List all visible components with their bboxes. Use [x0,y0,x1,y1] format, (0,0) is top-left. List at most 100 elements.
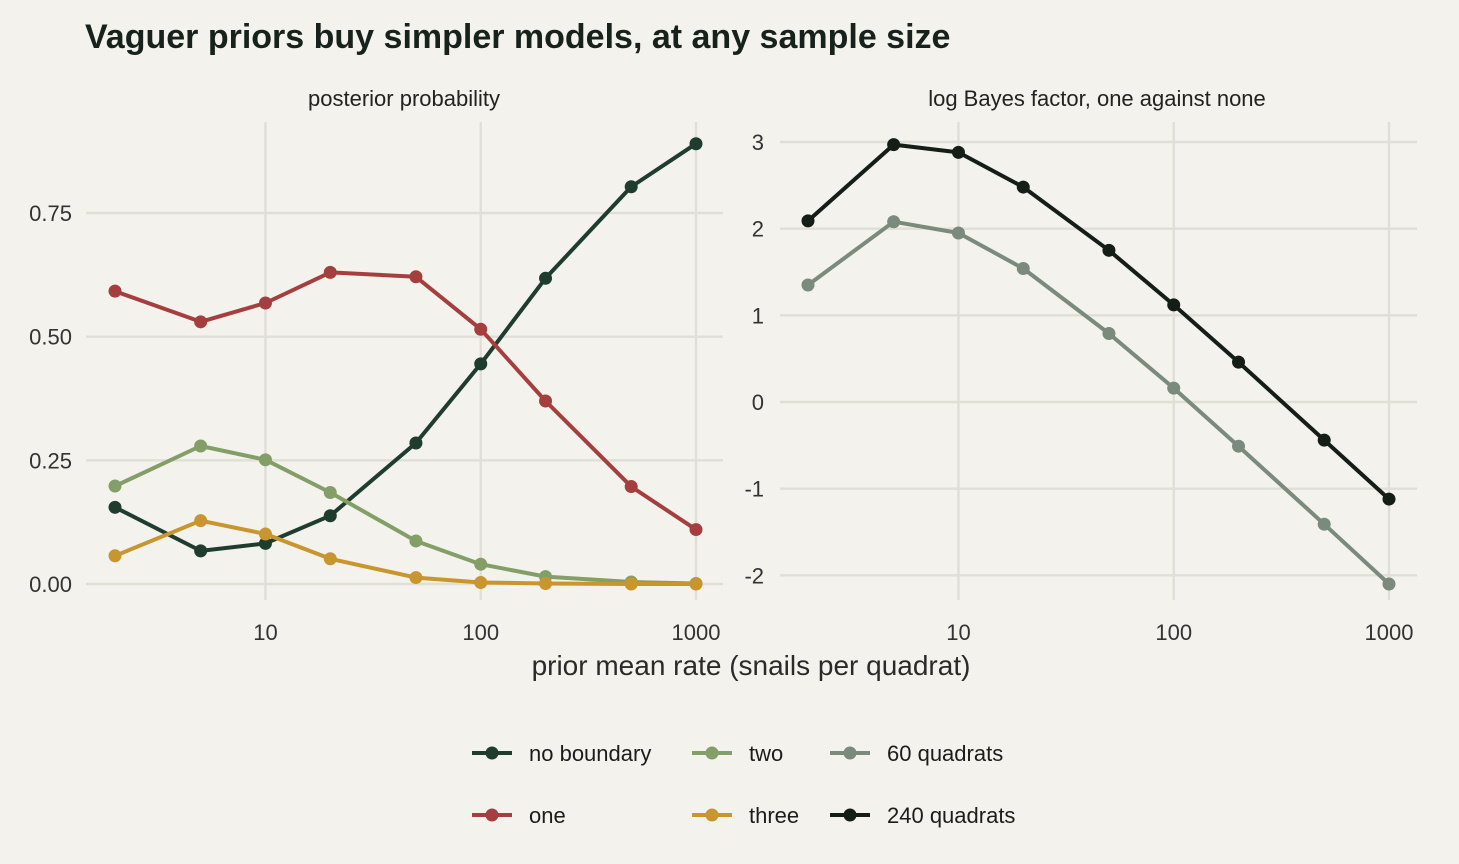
legend-item-three: three [692,803,799,828]
y-tick-label: 2 [752,217,764,242]
y-tick-label: -1 [744,477,764,502]
legend-label: two [749,741,783,766]
y-tick-label: 3 [752,130,764,155]
x-tick-label: 10 [946,620,970,645]
panel-log-bayes-factor: log Bayes factor, one against none -2 -1 0… [744,86,1417,645]
y-tick-label: 0.50 [29,325,72,350]
series-two [108,439,703,591]
data-point-two [258,453,272,467]
data-point-60-quadrats [1382,577,1396,591]
legend-item-one: one [472,803,566,828]
data-point-one [258,296,272,310]
legend-item-two: two [692,741,783,766]
data-point-60-quadrats [1232,439,1246,453]
series-240-quadrats [801,138,1396,506]
data-point-three [323,552,337,566]
data-point-two [323,485,337,499]
data-point-one [689,523,703,537]
chart-title: Vaguer priors buy simpler models, at any… [85,18,950,56]
legend-label: three [749,803,799,828]
panel-posterior-probability: posterior probability 0.00 0.25 0.50 0.75 10… [29,86,723,645]
data-point-240-quadrats [1016,180,1030,194]
data-point-three [409,571,423,585]
y-tick-label: 0 [752,390,764,415]
legend-label: no boundary [529,741,651,766]
data-point-240-quadrats [1232,355,1246,369]
data-point-two [108,479,122,493]
series-60-quadrats [801,215,1396,591]
y-tick-label: -2 [744,563,764,588]
x-axis-label: prior mean rate (snails per quadrat) [532,650,971,681]
data-point-60-quadrats [801,278,815,292]
data-point-one [474,322,488,336]
data-point-60-quadrats [1102,327,1116,341]
data-point-three [194,514,208,528]
legend-label: 240 quadrats [887,803,1015,828]
legend-key-point [843,746,857,760]
data-point-no-boundary [323,509,337,523]
panel-title-log-bayes-factor: log Bayes factor, one against none [928,86,1266,111]
data-point-240-quadrats [801,214,815,228]
data-point-two [409,534,423,548]
data-point-one [323,265,337,279]
legend: no boundary two 60 quadrats one three 240 qua… [472,741,1015,828]
data-point-no-boundary [194,544,208,558]
data-point-60-quadrats [951,226,965,240]
data-point-two [194,439,208,453]
series-line-one [113,270,698,532]
x-tick-label: 10 [253,620,277,645]
data-point-60-quadrats [1016,262,1030,276]
data-point-no-boundary [258,536,272,550]
data-point-60-quadrats [1317,517,1331,531]
data-point-no-boundary [409,436,423,450]
data-point-240-quadrats [1167,298,1181,312]
data-point-no-boundary [624,180,638,194]
legend-key-point [485,808,499,822]
data-point-one [409,270,423,284]
x-tick-label: 1000 [672,620,721,645]
legend-key-point [843,808,857,822]
data-point-three [539,577,553,591]
legend-label: 60 quadrats [887,741,1003,766]
data-point-no-boundary [539,271,553,285]
y-tick-label: 0.25 [29,448,72,473]
data-point-one [194,315,208,329]
series-one [108,265,703,537]
data-point-240-quadrats [1102,243,1116,257]
data-point-three [108,549,122,563]
data-point-240-quadrats [951,145,965,159]
data-point-no-boundary [108,500,122,514]
series-three [108,514,703,591]
legend-key-point [705,808,719,822]
x-tick-label: 1000 [1365,620,1414,645]
y-tick-label: 1 [752,303,764,328]
legend-item-240-quadrats: 240 quadrats [830,803,1015,828]
series-line-no-boundary [113,141,698,553]
series-line-240-quadrats [806,142,1391,502]
data-point-three [474,576,488,590]
data-point-three [624,577,638,591]
data-point-no-boundary [689,137,703,151]
data-point-three [258,527,272,541]
y-tick-label: 0.00 [29,572,72,597]
data-point-one [624,480,638,494]
data-point-240-quadrats [1382,492,1396,506]
data-point-240-quadrats [1317,433,1331,447]
panel-title-posterior-probability: posterior probability [308,86,500,111]
legend-item-60-quadrats: 60 quadrats [830,741,1003,766]
series-no-boundary [108,137,703,558]
legend-item-no-boundary: no boundary [472,741,651,766]
data-point-60-quadrats [1167,381,1181,395]
x-tick-label: 100 [1155,620,1192,645]
data-point-two [474,557,488,571]
legend-key-point [705,746,719,760]
legend-key-point [485,746,499,760]
data-point-one [539,394,553,408]
data-point-one [108,284,122,298]
legend-label: one [529,803,566,828]
data-point-240-quadrats [887,138,901,152]
data-point-three [689,577,703,591]
data-point-no-boundary [474,357,488,371]
y-tick-label: 0.75 [29,201,72,226]
